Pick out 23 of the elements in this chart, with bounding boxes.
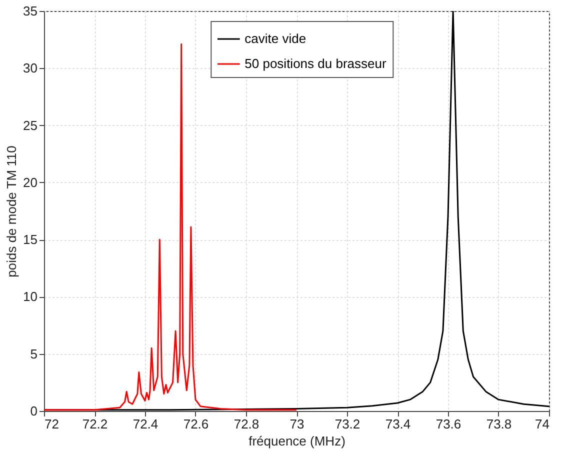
x-tick-label: 72.6 <box>183 416 209 432</box>
x-tick-label: 73.6 <box>436 416 462 432</box>
x-tick-label: 73.2 <box>334 416 360 432</box>
legend-label: cavite vide <box>244 31 306 46</box>
y-tick-label: 0 <box>30 404 38 418</box>
x-tick-label: 72.2 <box>82 416 108 432</box>
y-tick-label: 10 <box>23 289 38 304</box>
x-tick-label: 72.4 <box>132 416 158 432</box>
x-tick-label: 73.8 <box>486 416 512 432</box>
x-tick-label: 72.8 <box>234 416 260 432</box>
y-tick-label: 35 <box>23 4 38 18</box>
x-tick-label: 73 <box>290 416 304 432</box>
y-tick-label: 15 <box>23 232 38 248</box>
y-tick-label: 30 <box>23 60 38 76</box>
y-tick-label: 20 <box>23 174 38 190</box>
y-axis-title: poids de mode TM 110 <box>4 146 20 278</box>
y-tick-label: 5 <box>30 346 38 362</box>
x-tick-label: 73.4 <box>385 416 411 432</box>
legend-label: 50 positions du brasseur <box>244 56 387 71</box>
x-tick-label: 72 <box>44 416 59 432</box>
x-tick-label: 74 <box>535 416 550 432</box>
y-tick-label: 25 <box>23 118 38 133</box>
x-axis-title: fréquence (MHz) <box>248 434 346 448</box>
